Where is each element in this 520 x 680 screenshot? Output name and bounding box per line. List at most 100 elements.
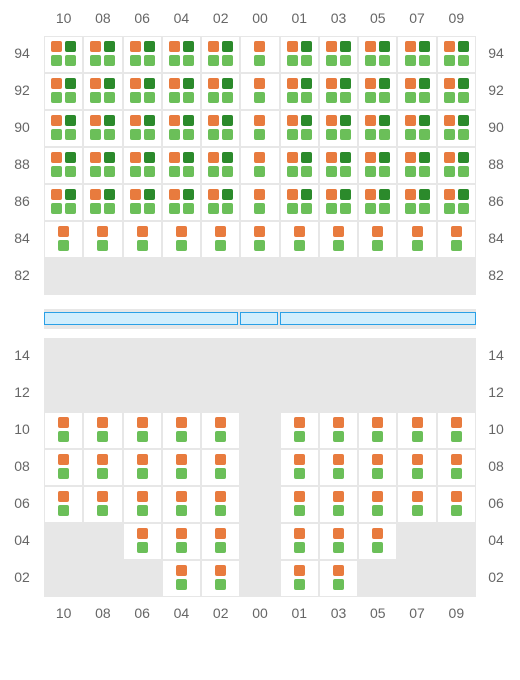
seat-marker[interactable] [458,189,469,200]
seat-marker[interactable] [419,55,430,66]
seat-marker[interactable] [405,152,416,163]
seat-marker[interactable] [144,189,155,200]
seat-marker[interactable] [58,468,69,479]
seat-marker[interactable] [365,78,376,89]
seat-marker[interactable] [372,240,383,251]
seat-marker[interactable] [176,468,187,479]
seat-marker[interactable] [405,41,416,52]
seat-marker[interactable] [183,115,194,126]
seat-marker[interactable] [169,203,180,214]
seat-marker[interactable] [130,41,141,52]
seat-marker[interactable] [458,78,469,89]
seat-marker[interactable] [130,129,141,140]
seat-marker[interactable] [365,129,376,140]
seat-marker[interactable] [130,189,141,200]
seat-marker[interactable] [301,115,312,126]
seat-marker[interactable] [365,189,376,200]
seat-marker[interactable] [208,166,219,177]
seat-marker[interactable] [169,92,180,103]
seat-marker[interactable] [137,417,148,428]
seat-marker[interactable] [90,78,101,89]
seat-marker[interactable] [183,166,194,177]
seat-marker[interactable] [412,417,423,428]
seat-marker[interactable] [90,203,101,214]
seat-marker[interactable] [137,226,148,237]
seat-marker[interactable] [419,129,430,140]
seat-marker[interactable] [58,417,69,428]
seat-marker[interactable] [183,92,194,103]
seat-marker[interactable] [365,55,376,66]
seat-marker[interactable] [97,240,108,251]
seat-marker[interactable] [130,92,141,103]
seat-marker[interactable] [287,189,298,200]
seat-marker[interactable] [340,41,351,52]
seat-marker[interactable] [458,92,469,103]
seat-marker[interactable] [137,454,148,465]
seat-marker[interactable] [104,189,115,200]
seat-marker[interactable] [340,78,351,89]
seat-marker[interactable] [294,579,305,590]
seat-marker[interactable] [58,491,69,502]
seat-marker[interactable] [169,41,180,52]
seat-marker[interactable] [419,189,430,200]
seat-marker[interactable] [222,152,233,163]
seat-marker[interactable] [254,115,265,126]
seat-marker[interactable] [97,468,108,479]
seat-marker[interactable] [208,152,219,163]
seat-marker[interactable] [222,55,233,66]
seat-marker[interactable] [458,41,469,52]
seat-marker[interactable] [405,92,416,103]
seat-marker[interactable] [333,240,344,251]
seat-marker[interactable] [412,431,423,442]
seat-marker[interactable] [419,78,430,89]
seat-marker[interactable] [169,189,180,200]
seat-marker[interactable] [254,129,265,140]
seat-marker[interactable] [208,189,219,200]
seat-marker[interactable] [90,92,101,103]
seat-marker[interactable] [137,468,148,479]
seat-marker[interactable] [104,115,115,126]
seat-marker[interactable] [372,528,383,539]
seat-marker[interactable] [104,41,115,52]
seat-marker[interactable] [137,240,148,251]
seat-marker[interactable] [294,454,305,465]
seat-marker[interactable] [294,491,305,502]
seat-marker[interactable] [58,505,69,516]
seat-marker[interactable] [326,55,337,66]
seat-marker[interactable] [169,78,180,89]
seat-marker[interactable] [287,203,298,214]
seat-marker[interactable] [294,431,305,442]
seat-marker[interactable] [254,226,265,237]
seat-marker[interactable] [208,203,219,214]
seat-marker[interactable] [451,226,462,237]
seat-marker[interactable] [365,166,376,177]
seat-marker[interactable] [405,203,416,214]
seat-marker[interactable] [215,528,226,539]
seat-marker[interactable] [97,491,108,502]
seat-marker[interactable] [97,454,108,465]
divider-segment[interactable] [44,312,238,325]
seat-marker[interactable] [419,166,430,177]
seat-marker[interactable] [372,491,383,502]
seat-marker[interactable] [215,240,226,251]
seat-marker[interactable] [97,226,108,237]
seat-marker[interactable] [326,41,337,52]
seat-marker[interactable] [444,55,455,66]
seat-marker[interactable] [444,189,455,200]
seat-marker[interactable] [144,92,155,103]
seat-marker[interactable] [104,203,115,214]
seat-marker[interactable] [144,129,155,140]
seat-marker[interactable] [58,240,69,251]
seat-marker[interactable] [444,41,455,52]
seat-marker[interactable] [169,152,180,163]
seat-marker[interactable] [183,78,194,89]
seat-marker[interactable] [254,152,265,163]
seat-marker[interactable] [104,92,115,103]
seat-marker[interactable] [326,78,337,89]
seat-marker[interactable] [183,152,194,163]
seat-marker[interactable] [287,115,298,126]
seat-marker[interactable] [104,166,115,177]
seat-marker[interactable] [130,152,141,163]
seat-marker[interactable] [65,129,76,140]
seat-marker[interactable] [65,92,76,103]
